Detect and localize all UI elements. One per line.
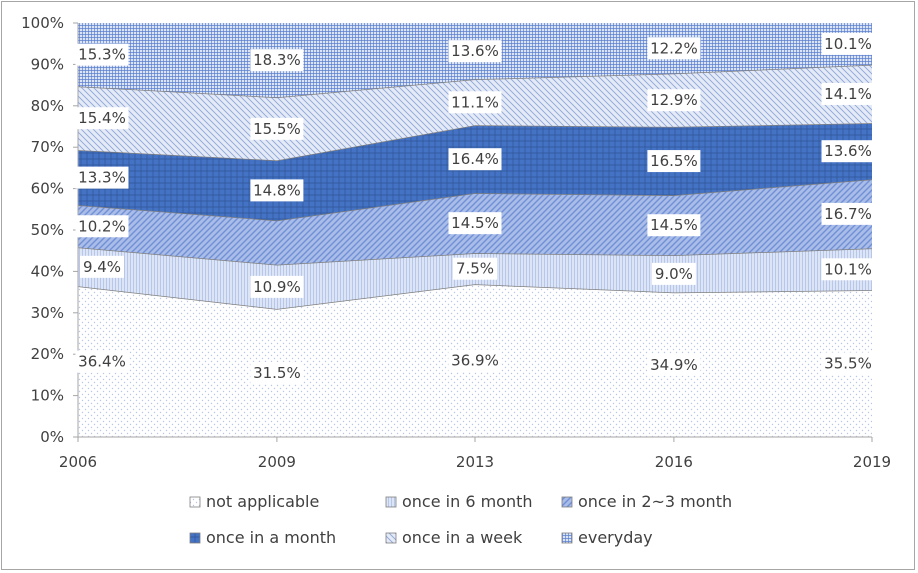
svg-text:10.9%: 10.9% — [253, 278, 301, 296]
svg-text:14.8%: 14.8% — [253, 181, 301, 199]
svg-text:14.1%: 14.1% — [824, 85, 872, 103]
y-tick-label: 90% — [31, 55, 64, 73]
legend-item: not applicable — [189, 492, 319, 511]
svg-text:once in a week: once in a week — [402, 528, 523, 547]
svg-text:14.5%: 14.5% — [451, 214, 499, 232]
svg-text:once in 2~3 month: once in 2~3 month — [578, 492, 732, 511]
y-tick-label: 30% — [31, 304, 64, 322]
y-tick-label: 60% — [31, 180, 64, 198]
svg-text:11.1%: 11.1% — [451, 93, 499, 111]
data-label: 34.9% — [647, 353, 701, 376]
data-label: 9.4% — [80, 255, 124, 278]
data-label: 36.9% — [448, 349, 502, 372]
data-label: 12.9% — [647, 89, 701, 112]
svg-text:16.7%: 16.7% — [824, 205, 872, 223]
data-label: 7.5% — [453, 257, 497, 280]
svg-text:34.9%: 34.9% — [650, 356, 698, 374]
svg-text:16.5%: 16.5% — [650, 152, 698, 170]
data-label: 16.7% — [821, 202, 875, 225]
svg-text:10.1%: 10.1% — [824, 35, 872, 53]
data-label: 13.6% — [448, 40, 502, 63]
svg-text:7.5%: 7.5% — [456, 260, 494, 278]
svg-text:once in a month: once in a month — [206, 528, 336, 547]
svg-text:36.4%: 36.4% — [78, 353, 126, 371]
x-tick-label: 2013 — [456, 453, 494, 471]
svg-text:36.9%: 36.9% — [451, 352, 499, 370]
y-tick-label: 40% — [31, 262, 64, 280]
svg-text:12.9%: 12.9% — [650, 91, 698, 109]
data-labels: 36.4% 31.5% 36.9% 34.9% 35.5% 9.4% 10.9% 7.5% 9.… — [75, 32, 875, 385]
legend: not applicable once in 6 month once in 2~3… — [189, 492, 732, 547]
legend-item: once in a month — [189, 528, 336, 547]
legend-item: once in 6 month — [385, 492, 533, 511]
data-label: 15.4% — [75, 107, 129, 130]
data-label: 13.3% — [75, 166, 129, 189]
data-label: 9.0% — [651, 262, 696, 285]
svg-text:10.2%: 10.2% — [78, 217, 126, 235]
svg-text:18.3%: 18.3% — [253, 51, 301, 69]
data-label: 10.1% — [821, 32, 875, 55]
data-label: 15.5% — [250, 117, 304, 140]
y-tick-label: 50% — [31, 221, 64, 239]
y-tick-label: 100% — [21, 14, 64, 32]
y-tick-label: 10% — [31, 387, 64, 405]
y-tick-label: 20% — [31, 345, 64, 363]
x-tick-label: 2006 — [59, 453, 97, 471]
svg-text:15.4%: 15.4% — [78, 109, 126, 127]
svg-text:10.1%: 10.1% — [824, 260, 872, 278]
svg-text:9.0%: 9.0% — [655, 265, 693, 283]
data-label: 12.2% — [647, 37, 701, 60]
data-label: 13.6% — [821, 140, 875, 163]
data-label: 10.9% — [250, 275, 304, 298]
x-tick-label: 2019 — [853, 453, 891, 471]
y-tick-label: 80% — [31, 97, 64, 115]
svg-text:15.5%: 15.5% — [253, 120, 301, 138]
data-label: 14.5% — [647, 214, 701, 237]
x-tick-label: 2016 — [655, 453, 693, 471]
svg-text:13.6%: 13.6% — [451, 42, 499, 60]
data-label: 16.5% — [647, 150, 701, 173]
data-label: 14.1% — [821, 82, 875, 105]
x-tick-label: 2009 — [258, 453, 296, 471]
svg-text:not applicable: not applicable — [206, 492, 319, 511]
data-label: 18.3% — [250, 49, 304, 72]
svg-text:once in 6 month: once in 6 month — [402, 492, 533, 511]
svg-text:13.6%: 13.6% — [824, 142, 872, 160]
data-label: 31.5% — [250, 362, 304, 385]
data-label: 35.5% — [821, 352, 875, 375]
data-label: 14.5% — [448, 212, 502, 235]
data-label: 11.1% — [448, 91, 502, 114]
svg-text:31.5%: 31.5% — [253, 364, 301, 382]
data-label: 16.4% — [448, 148, 502, 171]
svg-text:15.3%: 15.3% — [78, 46, 126, 64]
svg-text:14.5%: 14.5% — [650, 216, 698, 234]
legend-item: once in 2~3 month — [561, 492, 732, 511]
data-label: 14.8% — [250, 179, 304, 202]
svg-text:9.4%: 9.4% — [83, 258, 121, 276]
y-tick-label: 0% — [40, 428, 64, 446]
data-label: 36.4% — [75, 350, 129, 373]
y-tick-label: 70% — [31, 138, 64, 156]
svg-text:12.2%: 12.2% — [650, 39, 698, 57]
data-label: 15.3% — [75, 43, 129, 66]
data-label: 10.2% — [75, 215, 129, 238]
svg-text:everyday: everyday — [578, 528, 653, 547]
legend-item: everyday — [561, 528, 653, 547]
svg-text:13.3%: 13.3% — [78, 169, 126, 187]
legend-item: once in a week — [385, 528, 523, 547]
svg-text:16.4%: 16.4% — [451, 150, 499, 168]
svg-text:35.5%: 35.5% — [824, 355, 872, 373]
data-label: 10.1% — [821, 258, 875, 281]
